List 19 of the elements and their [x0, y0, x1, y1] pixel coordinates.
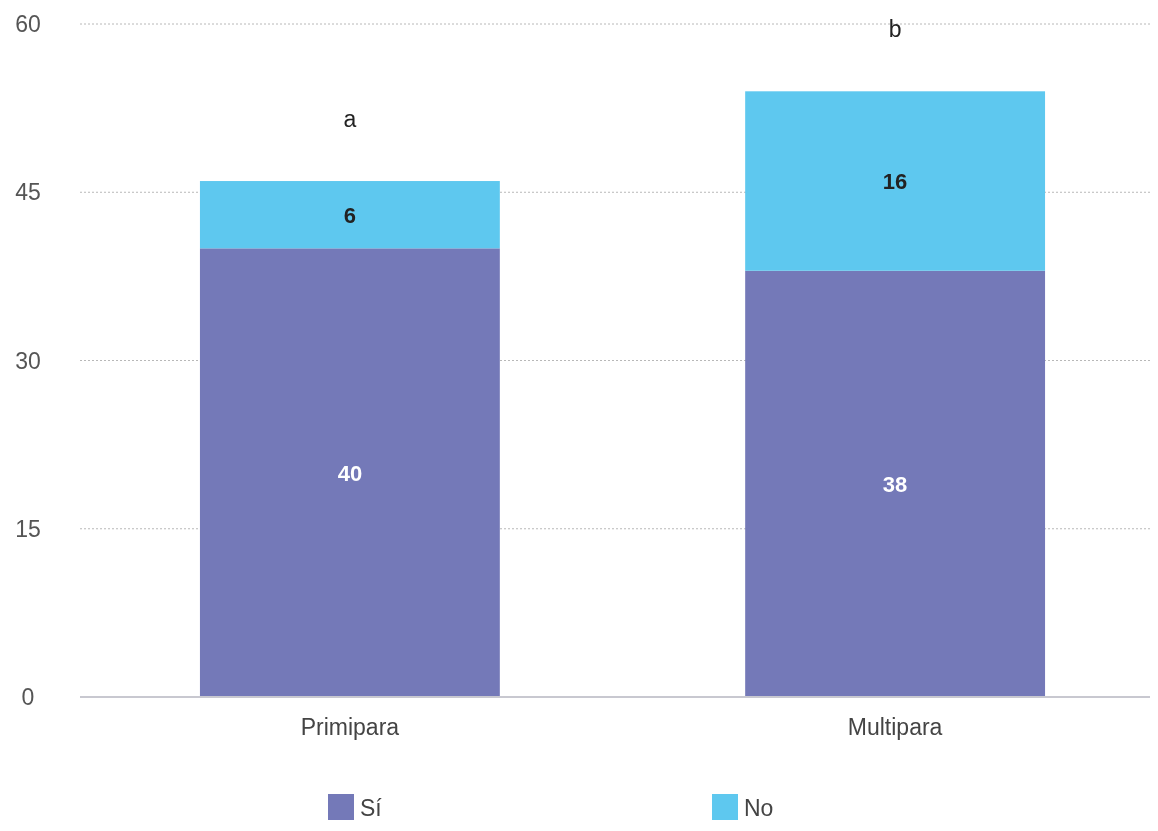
data-label: 6	[343, 202, 357, 228]
annotation: a	[343, 106, 357, 133]
annotation: b	[888, 16, 902, 43]
data-label: 16	[882, 169, 908, 195]
y-tick-label: 45	[15, 179, 41, 206]
bar	[199, 248, 500, 697]
y-tick-label: 0	[21, 684, 35, 710]
data-label: 40	[337, 460, 363, 486]
bar	[745, 270, 1046, 697]
y-tick-label: 60	[15, 11, 41, 37]
data-label: 38	[882, 471, 908, 497]
x-tick-label: Primipara	[300, 714, 400, 740]
bar	[199, 181, 500, 249]
y-tick-label: 30	[15, 347, 41, 374]
legend-label: No	[744, 795, 774, 821]
legend-label: Sí	[360, 795, 383, 821]
x-tick-label: Multipara	[847, 714, 943, 740]
bar	[745, 91, 1046, 271]
y-tick-label: 15	[15, 515, 41, 542]
